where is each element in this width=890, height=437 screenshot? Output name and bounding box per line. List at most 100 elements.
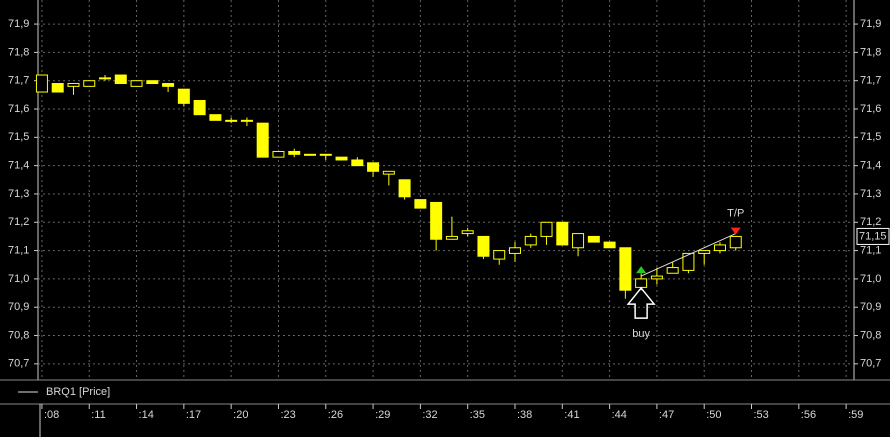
y-tick-label: 70,7 — [8, 358, 29, 370]
y2-tick-label: 71,2 — [860, 216, 881, 228]
x-tick-label: :53 — [754, 409, 769, 421]
x-tick-label: :17 — [186, 409, 201, 421]
x-tick-label: :26 — [328, 409, 343, 421]
y-tick-label: 71,0 — [8, 273, 29, 285]
y-tick-label: 70,9 — [8, 301, 29, 313]
y-tick-label: 71,5 — [8, 131, 29, 143]
x-tick-label: :41 — [564, 409, 579, 421]
buy-arrow — [626, 286, 656, 319]
candle-body — [587, 235, 600, 243]
candle-body — [335, 156, 348, 161]
y2-tick-label: 71,9 — [860, 18, 881, 30]
candle-body — [193, 100, 206, 116]
y2-tick-label: 70,8 — [860, 329, 881, 341]
y2-tick-label: 70,9 — [860, 301, 881, 313]
candle-body — [556, 221, 569, 246]
trade-line — [640, 233, 736, 277]
x-tick-label: :35 — [470, 409, 485, 421]
candle-body — [146, 80, 159, 85]
y-tick-label: 71,7 — [8, 75, 29, 87]
candle-body — [650, 275, 663, 280]
candle-body — [351, 159, 364, 167]
candle-body — [225, 119, 238, 122]
x-tick-label: :08 — [44, 409, 59, 421]
x-tick-label: :23 — [280, 409, 295, 421]
candle-body — [508, 247, 521, 254]
candle-body — [572, 233, 585, 249]
marker-label: T/P — [727, 208, 744, 220]
candle-body — [414, 199, 427, 209]
y-tick-label: 70,8 — [8, 329, 29, 341]
y2-tick-label: 71,6 — [860, 103, 881, 115]
candle-body — [493, 250, 506, 260]
x-tick-label: :11 — [91, 409, 105, 421]
trade-marker — [730, 227, 741, 235]
y2-tick-label: 71,1 — [860, 244, 881, 256]
x-tick-label: :29 — [375, 409, 390, 421]
y2-tick-label: 71,5 — [860, 131, 881, 143]
marker-label: buy — [632, 328, 650, 340]
x-tick-label: :59 — [848, 409, 863, 421]
candle-body — [209, 114, 222, 121]
candle-body — [682, 252, 695, 271]
candle-body — [272, 150, 285, 158]
candle-body — [367, 162, 380, 172]
candle-body — [461, 230, 474, 235]
y2-tick-label: 71,4 — [860, 160, 881, 172]
x-tick-label: :14 — [139, 409, 154, 421]
y-tick-label: 71,3 — [8, 188, 29, 200]
candle-body — [51, 83, 64, 93]
legend-label: BRQ1 [Price] — [46, 386, 110, 398]
x-tick-label: :44 — [612, 409, 627, 421]
candle-body — [35, 74, 48, 93]
y2-tick-label: 71,0 — [860, 273, 881, 285]
candle-body — [445, 235, 458, 240]
candle-body — [603, 241, 616, 249]
candle-body — [524, 235, 537, 246]
candle-body — [177, 88, 190, 104]
y-tick-label: 71,6 — [8, 103, 29, 115]
y-tick-label: 71,9 — [8, 18, 29, 30]
candle-body — [540, 221, 553, 237]
candle-body — [256, 122, 269, 158]
y-tick-label: 71,8 — [8, 46, 29, 58]
trade-marker — [636, 266, 647, 274]
candle-body — [398, 179, 411, 198]
candle-body — [288, 150, 301, 155]
last-price-box — [856, 227, 890, 245]
y2-tick-label: 71,8 — [860, 46, 881, 58]
y2-tick-label: 71,3 — [860, 188, 881, 200]
candle-body — [619, 247, 632, 291]
candle-body — [162, 83, 175, 87]
candle-body — [304, 153, 316, 156]
y-tick-label: 71,2 — [8, 216, 29, 228]
candle-body — [729, 235, 742, 249]
x-tick-label: :56 — [801, 409, 816, 421]
candle-body — [477, 235, 490, 257]
candle-body — [114, 74, 127, 85]
y-tick-label: 71,4 — [8, 160, 29, 172]
x-tick-label: :38 — [517, 409, 532, 421]
candle-body — [635, 278, 648, 288]
candle-body — [99, 77, 112, 80]
candle-body — [698, 250, 711, 254]
y-tick-label: 71,1 — [8, 244, 29, 256]
candle-body — [382, 170, 395, 175]
candle-body — [430, 201, 443, 240]
y2-tick-label: 70,7 — [860, 358, 881, 370]
candle-body — [240, 119, 253, 122]
y2-tick-label: 71,7 — [860, 75, 881, 87]
candle-body — [713, 244, 726, 252]
candle-body — [67, 83, 80, 87]
candle-body — [130, 80, 143, 87]
x-tick-label: :47 — [659, 409, 674, 421]
candle-body — [319, 153, 332, 156]
candle-body — [666, 267, 679, 274]
x-tick-label: :32 — [422, 409, 437, 421]
last-price-label: 71,15 — [859, 230, 887, 242]
x-tick-label: :50 — [706, 409, 721, 421]
candle-body — [83, 80, 96, 87]
x-tick-label: :20 — [233, 409, 248, 421]
